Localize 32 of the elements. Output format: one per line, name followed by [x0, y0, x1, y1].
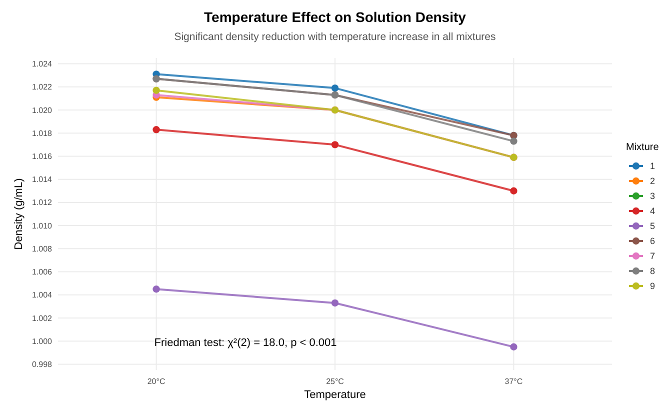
- legend-label: 6: [650, 236, 656, 246]
- chart-title: Temperature Effect on Solution Density: [204, 9, 466, 25]
- y-tick-label: 1.016: [32, 152, 53, 162]
- x-tick-label: 25°C: [326, 377, 344, 386]
- x-tick-label: 37°C: [504, 377, 523, 386]
- y-tick-label: 1.010: [32, 221, 53, 230]
- x-axis-title: Temperature: [304, 389, 366, 401]
- y-tick-label: 1.000: [32, 336, 53, 346]
- legend-label: 3: [650, 191, 656, 202]
- y-tick-label: 1.018: [32, 128, 53, 138]
- legend-label: 1: [650, 161, 656, 172]
- legend-label: 7: [650, 251, 656, 262]
- y-tick-label: 1.002: [32, 314, 53, 323]
- legend-label: 5: [650, 221, 656, 232]
- y-tick-label: 1.012: [32, 198, 53, 208]
- y-tick-label: 1.014: [32, 175, 53, 184]
- legend-label: 9: [650, 281, 656, 292]
- y-tick-label: 1.004: [32, 290, 53, 300]
- y-axis-title: Density (g/mL): [13, 178, 25, 250]
- y-tick-label: 1.022: [32, 82, 53, 92]
- chart-subtitle: Significant density reduction with temperature increase in all mixtures: [174, 31, 496, 43]
- legend-label: 8: [650, 266, 656, 276]
- y-tick-label: 1.024: [32, 60, 53, 69]
- y-tick-label: 1.008: [32, 244, 53, 254]
- x-tick-label: 20°C: [147, 377, 166, 386]
- legend-label: 4: [650, 206, 656, 216]
- y-tick-label: 1.020: [32, 106, 53, 115]
- annotation: Friedman test: χ²(2) = 18.0, p < 0.001: [154, 337, 337, 349]
- legend-label: 2: [650, 176, 656, 186]
- y-tick-label: 1.006: [32, 268, 53, 277]
- legend-title: Mixture: [626, 142, 660, 153]
- y-tick-label: 0.998: [32, 360, 53, 370]
